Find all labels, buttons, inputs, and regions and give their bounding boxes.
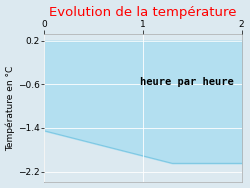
Title: Evolution de la température: Evolution de la température <box>49 6 236 19</box>
Text: heure par heure: heure par heure <box>140 77 234 87</box>
Y-axis label: Température en °C: Température en °C <box>6 66 15 151</box>
